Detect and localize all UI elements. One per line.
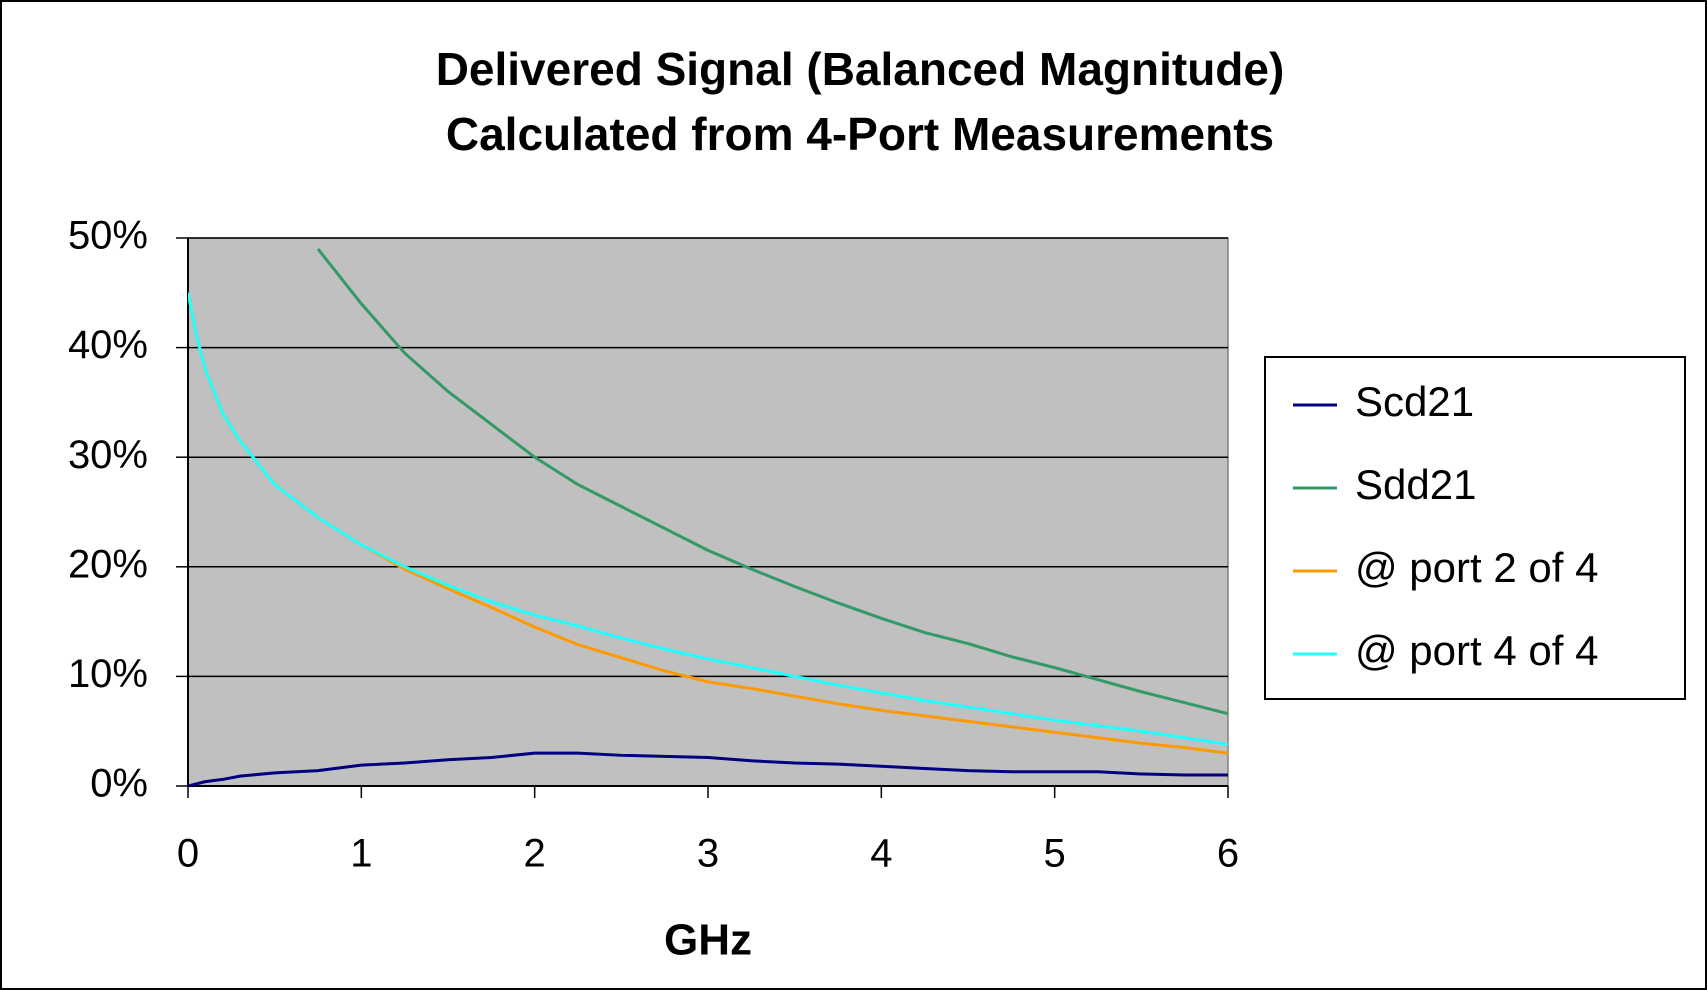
x-tick-label: 3 [697, 832, 719, 876]
x-tick-label: 5 [1044, 832, 1066, 876]
plot-area [187, 237, 1229, 787]
x-tick-label: 1 [350, 832, 372, 876]
legend-label: @ port 4 of 4 [1355, 627, 1598, 674]
legend [1264, 356, 1686, 700]
x-axis-label: GHz [664, 916, 752, 965]
x-tick-label: 6 [1217, 832, 1239, 876]
y-tick-label: 20% [68, 542, 148, 586]
y-tick-label: 0% [90, 762, 148, 806]
x-tick-label: 4 [870, 832, 892, 876]
x-tick-label: 2 [524, 832, 546, 876]
chart-title: Calculated from 4-Port Measurements [446, 108, 1274, 160]
y-tick-label: 50% [68, 214, 148, 258]
y-tick-label: 40% [68, 323, 148, 367]
x-tick-label: 0 [177, 832, 199, 876]
plot-lines [188, 248, 1228, 786]
chart-title: Delivered Signal (Balanced Magnitude) [436, 43, 1285, 95]
series-line [316, 248, 1228, 716]
y-tick-label: 30% [68, 433, 148, 477]
y-tick-label: 10% [68, 652, 148, 696]
legend-label: Sdd21 [1355, 461, 1476, 508]
legend-label: @ port 2 of 4 [1355, 544, 1598, 591]
legend-label: Scd21 [1355, 378, 1474, 425]
series-line [188, 292, 1228, 746]
series-line [188, 751, 1228, 786]
